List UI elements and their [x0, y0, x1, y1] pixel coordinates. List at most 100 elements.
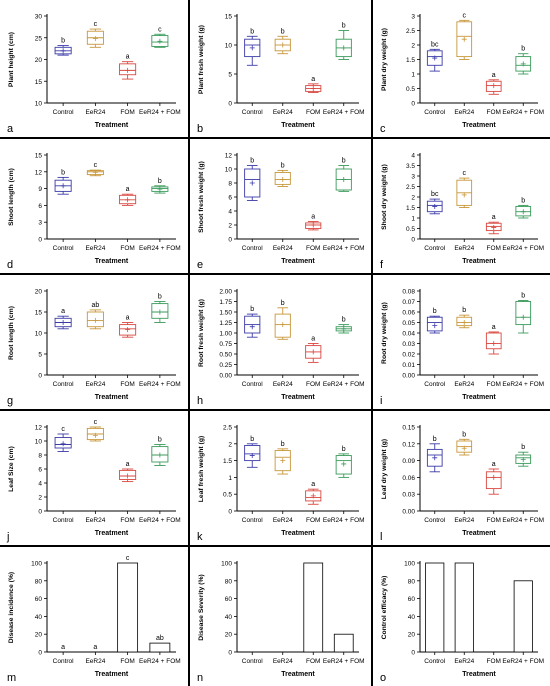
x-tick-label: FOM	[306, 517, 320, 524]
box-eer24-fom: b	[335, 446, 352, 478]
significance-letter: ab	[156, 635, 164, 642]
y-axis-title: Shoot length (cm)	[8, 168, 15, 226]
box-fom: a	[305, 76, 322, 94]
y-tick-label: 10	[225, 43, 233, 50]
box-control: b	[244, 158, 261, 201]
y-axis-title: Plant dry weight (g)	[381, 28, 388, 91]
y-tick-label: 1.5	[406, 205, 415, 212]
x-tick-label: FOM	[306, 658, 320, 665]
box-eer24: ab	[86, 302, 104, 330]
y-tick-label: 0.50	[219, 352, 232, 359]
significance-letter: a	[61, 308, 65, 315]
y-tick-label: 0.00	[402, 373, 415, 380]
y-tick-label: 3	[38, 220, 42, 227]
box-eer24: b	[274, 441, 291, 475]
significance-letter: a	[126, 54, 130, 61]
x-tick-label: Control	[242, 517, 264, 524]
y-axis-title: Shoot fresh weight (g)	[198, 161, 205, 233]
significance-letter: b	[250, 306, 254, 313]
box-eer24-fom: b	[335, 23, 352, 60]
significance-letter: a	[311, 336, 315, 343]
y-tick-label: 12	[225, 153, 233, 160]
x-tick-label: Control	[242, 658, 264, 665]
significance-letter: c	[463, 170, 467, 177]
box-control: b	[54, 38, 72, 56]
significance-letter: b	[158, 178, 162, 185]
y-tick-label: 20	[225, 632, 233, 639]
panel-d: 0 3 6 9 12 15 Shoot length (cm) Control EeR24 FOM…	[7, 153, 181, 272]
y-tick-label: 1.00	[219, 331, 232, 338]
y-tick-label: 15	[35, 153, 43, 160]
y-tick-label: 40	[408, 614, 416, 621]
y-tick-label: 5	[38, 352, 42, 359]
y-tick-label: 0	[38, 509, 42, 516]
y-axis-title: Disease incidence (%)	[8, 572, 15, 643]
mean-marker	[157, 186, 163, 192]
y-tick-label: 0	[411, 101, 415, 108]
mean-marker	[310, 349, 316, 355]
mean-marker	[92, 432, 98, 438]
y-tick-label: 60	[408, 596, 416, 603]
panel-m: 0 20 40 60 80 100 Disease incidence (%) Control…	[7, 555, 181, 684]
mean-marker	[60, 48, 66, 54]
y-tick-label: 10	[35, 331, 43, 338]
significance-letter: c	[94, 162, 98, 169]
significance-letter: c	[158, 26, 162, 33]
box-eer24-fom: b	[515, 444, 532, 467]
mean-marker	[432, 55, 438, 61]
x-axis-title: Treatment	[462, 122, 496, 129]
x-axis-title: Treatment	[462, 530, 496, 537]
panel-letter: g	[7, 395, 13, 407]
y-tick-label: 80	[225, 578, 233, 585]
box-fom: a	[485, 72, 502, 95]
x-tick-label: FOM	[487, 109, 501, 116]
y-axis-title: Plant height (cm)	[8, 32, 15, 87]
significance-letter: b	[250, 158, 254, 165]
x-tick-label: EeR24 + FOM	[502, 245, 544, 252]
mean-marker	[92, 317, 98, 323]
mean-marker	[60, 441, 66, 447]
box-eer24-fom: b	[515, 292, 532, 334]
y-tick-label: 0	[38, 650, 42, 657]
mean-marker	[280, 177, 286, 182]
box-eer24: c	[456, 170, 473, 208]
box-eer24-fom: b	[335, 317, 352, 334]
y-tick-label: 0	[228, 650, 232, 657]
box-eer24: b	[274, 162, 291, 187]
x-tick-label: Control	[53, 658, 75, 665]
mean-marker	[520, 314, 526, 320]
x-tick-label: EeR24 + FOM	[323, 245, 365, 252]
x-tick-label: EeR24 + FOM	[139, 109, 181, 116]
panel-n: 0 20 40 60 80 100 Disease Severity (%) Control E…	[197, 561, 365, 685]
panel-i: 0.00 0.01 0.02 0.03 0.04 0.05 0.06 0.07 0.08 Root…	[380, 289, 544, 408]
significance-letter: bc	[431, 191, 439, 198]
box-eer24: b	[274, 28, 291, 55]
mean-marker	[520, 456, 526, 462]
box-iqr	[244, 445, 261, 462]
mean-marker	[341, 326, 347, 332]
box-control: a	[54, 308, 72, 330]
bar	[303, 562, 324, 653]
y-tick-label: 0.01	[402, 362, 415, 369]
y-tick-label: 20	[35, 289, 43, 296]
mean-marker	[310, 493, 316, 499]
y-tick-label: 2.00	[219, 289, 232, 296]
panel-k: 0 0.5 1 1.5 2 2.5 Leaf fresh weight (g) Control…	[197, 425, 365, 544]
box-fom: a	[485, 214, 502, 235]
x-tick-label: FOM	[487, 245, 501, 252]
y-axis-title: Control efficacy (%)	[381, 576, 388, 640]
mean-marker	[520, 209, 526, 215]
box-fom: a	[305, 214, 322, 231]
x-tick-label: EeR24	[273, 658, 293, 665]
panel-g: 0 5 10 15 20 Root length (cm) Control EeR24 FOM E…	[7, 289, 181, 408]
box-eer24-fom: b	[151, 294, 169, 323]
panel-h: 0.00 0.25 0.50 0.75 1.00 1.25 1.50 1.75 2.00 Root…	[197, 289, 365, 408]
y-axis-title: Root fresh weight (g)	[198, 299, 205, 367]
y-tick-label: 1	[228, 475, 232, 482]
bar	[333, 633, 354, 653]
y-axis-title: Leaf fresh weight (g)	[198, 436, 205, 502]
significance-letter: b	[250, 436, 254, 443]
x-tick-label: Control	[424, 658, 446, 665]
significance-letter: b	[521, 197, 525, 204]
